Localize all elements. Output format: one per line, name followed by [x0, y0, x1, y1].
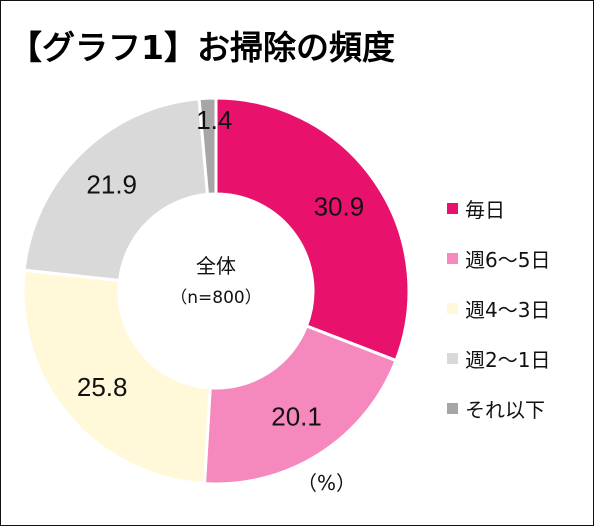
- legend-label: 週2～1日: [465, 347, 551, 372]
- unit-label: （%）: [297, 471, 357, 495]
- legend: 毎日 週6～5日 週4～3日 週2～1日 それ以下: [447, 195, 550, 445]
- label-6-5-days: 20.1: [271, 401, 322, 431]
- label-daily: 30.9: [314, 192, 365, 222]
- slice-less: [197, 96, 218, 196]
- center-label-total: 全体: [196, 254, 236, 278]
- data-labels: 30.9 20.1 25.8 21.9 1.4: [77, 105, 364, 431]
- legend-item-less: それ以下: [447, 395, 550, 422]
- donut-slices: [21, 96, 411, 486]
- legend-label: 週4～3日: [465, 297, 551, 322]
- legend-item-daily: 毎日: [447, 195, 550, 222]
- legend-label: それ以下: [465, 397, 545, 422]
- legend-item-2-1-days: 週2～1日: [447, 345, 551, 372]
- legend-label: 週6～5日: [465, 247, 551, 272]
- slice-daily: [214, 96, 411, 363]
- label-2-1-days: 21.9: [86, 170, 137, 200]
- legend-swatch: [447, 402, 458, 414]
- legend-swatch: [447, 352, 458, 364]
- legend-swatch: [447, 202, 458, 214]
- label-4-3-days: 25.8: [77, 372, 128, 402]
- center-label-n: （n=800）: [170, 288, 261, 308]
- slice-4-3-days: [21, 268, 212, 486]
- slice-2-1-days: [22, 97, 210, 283]
- legend-item-6-5-days: 週6～5日: [447, 245, 551, 272]
- legend-swatch: [447, 302, 458, 314]
- slice-6-5-days: [202, 324, 398, 486]
- legend-label: 毎日: [465, 197, 505, 222]
- legend-swatch: [447, 252, 458, 264]
- label-less: 1.4: [196, 105, 232, 135]
- legend-item-4-3-days: 週4～3日: [447, 295, 551, 322]
- chart-title: 【グラフ1】お掃除の頻度: [9, 28, 395, 67]
